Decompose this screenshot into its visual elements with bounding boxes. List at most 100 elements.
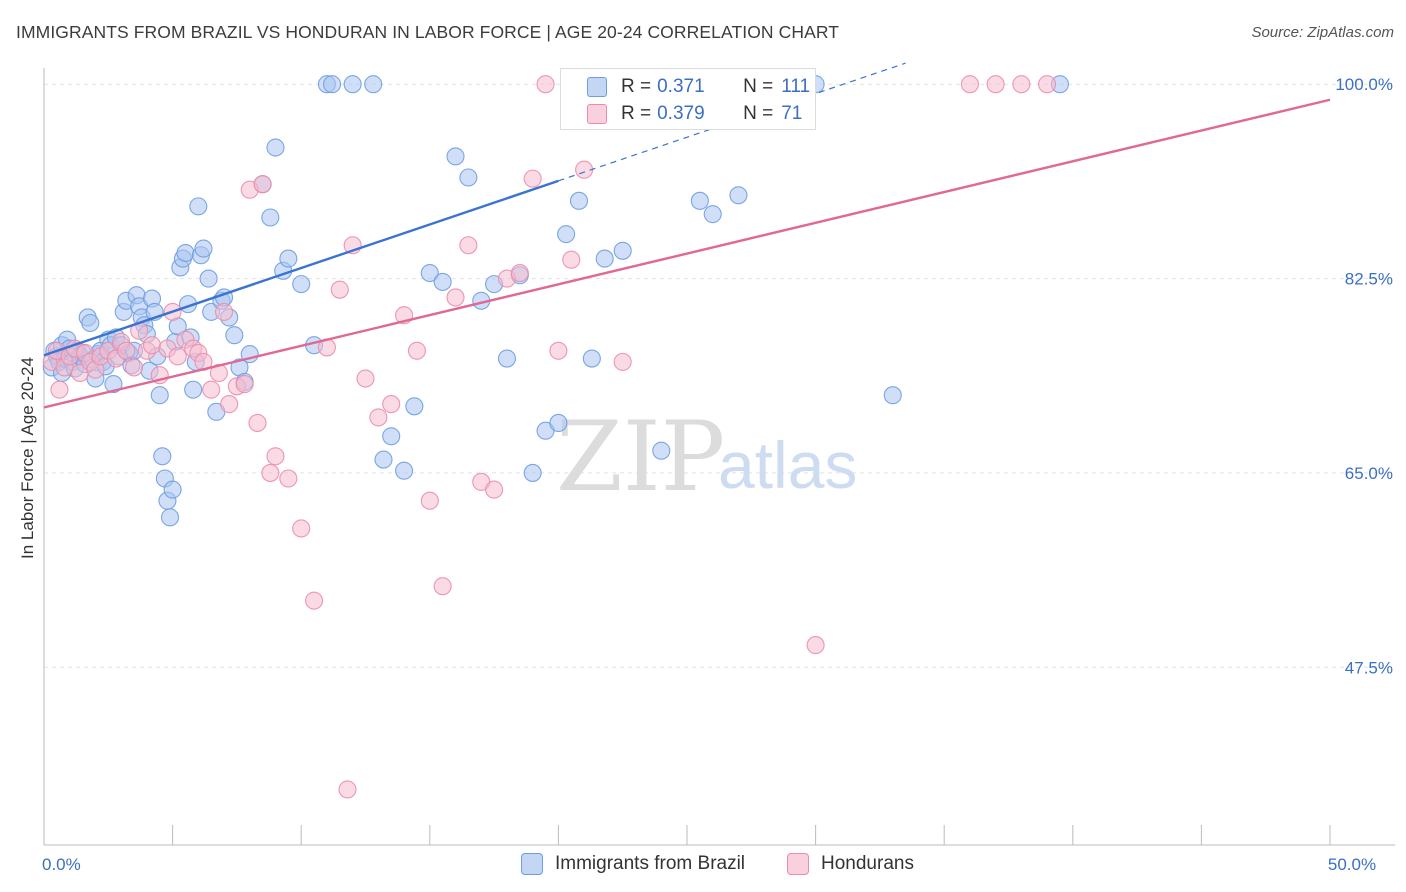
point-honduran: [142, 336, 162, 355]
point-brazil: [160, 508, 180, 527]
point-honduran: [446, 288, 465, 307]
r-label: R =: [621, 103, 652, 124]
r-value: 0.379: [657, 103, 705, 124]
point-brazil: [261, 208, 280, 227]
point-honduran: [382, 395, 401, 414]
point-brazil: [382, 427, 401, 446]
n-label: N =: [743, 76, 774, 97]
point-honduran: [338, 780, 357, 799]
point-brazil: [189, 197, 208, 216]
stats-row-brazil: R = 0.371 N = 111: [587, 72, 810, 102]
point-brazil: [395, 461, 414, 480]
tick-labels: 100.0% 82.5% 65.0% 47.5% 0.0% 50.0%: [42, 75, 1393, 874]
point-honduran: [549, 341, 568, 360]
stats-legend-box: R = 0.371 N = 111 R = 0.379 N = 71: [560, 68, 816, 130]
point-brazil: [569, 191, 589, 210]
point-honduran: [214, 302, 234, 321]
point-honduran: [523, 169, 542, 188]
point-brazil: [446, 147, 465, 166]
trend-line-honduran: [43, 98, 1331, 409]
point-honduran: [356, 369, 375, 388]
trend-lines: [43, 62, 1331, 409]
n-label: N =: [743, 103, 774, 124]
point-brazil: [690, 191, 709, 210]
point-honduran: [330, 280, 349, 299]
y-tick-label: 47.5%: [1345, 658, 1393, 677]
point-brazil: [266, 138, 285, 157]
point-brazil: [405, 397, 424, 416]
legend-swatch-brazil: [521, 853, 543, 875]
point-brazil: [225, 326, 244, 345]
point-brazil: [343, 75, 362, 94]
point-honduran: [168, 347, 187, 366]
point-brazil: [153, 447, 172, 466]
x-tick-label: 50.0%: [1328, 855, 1376, 874]
point-brazil: [364, 75, 383, 94]
point-brazil: [703, 205, 722, 224]
point-brazil: [549, 413, 568, 433]
r-label: R =: [621, 76, 652, 97]
point-brazil: [163, 480, 182, 499]
point-honduran: [279, 469, 298, 488]
point-brazil: [279, 249, 298, 268]
point-honduran: [806, 636, 825, 655]
point-brazil: [523, 463, 542, 482]
stats-swatch-brazil: [587, 77, 607, 97]
y-axis-label: In Labor Force | Age 20-24: [18, 357, 37, 559]
legend-item-brazil[interactable]: Immigrants from Brazil: [521, 852, 745, 876]
y-tick-label: 82.5%: [1345, 270, 1393, 289]
point-brazil: [557, 225, 576, 244]
point-honduran: [292, 519, 311, 538]
point-brazil: [150, 386, 169, 405]
chart-title: IMMIGRANTS FROM BRAZIL VS HONDURAN IN LA…: [16, 22, 840, 42]
legend-label-brazil: Immigrants from Brazil: [555, 853, 746, 874]
point-brazil: [176, 243, 195, 263]
stats-swatch-hondurans: [587, 104, 607, 124]
point-brazil: [652, 441, 671, 460]
point-brazil: [374, 450, 393, 469]
y-tick-label: 65.0%: [1345, 464, 1393, 483]
watermark-zip: ZIP: [556, 401, 725, 513]
point-honduran: [420, 491, 439, 510]
point-honduran: [613, 352, 632, 371]
point-brazil: [729, 186, 748, 205]
point-brazil: [613, 241, 632, 260]
point-honduran: [117, 341, 136, 360]
point-brazil: [582, 349, 601, 368]
chart-source: Source: ZipAtlas.com: [1251, 24, 1394, 41]
point-brazil: [497, 349, 517, 368]
point-honduran: [986, 75, 1005, 94]
point-brazil: [184, 380, 203, 399]
point-honduran: [369, 408, 388, 427]
point-honduran: [536, 75, 555, 94]
point-honduran: [248, 413, 267, 433]
point-honduran: [1038, 75, 1057, 94]
point-brazil: [883, 386, 902, 405]
point-honduran: [1012, 75, 1031, 94]
points: [42, 75, 1069, 799]
point-honduran: [220, 395, 239, 414]
point-brazil: [81, 313, 100, 333]
watermark-atlas: atlas: [718, 428, 857, 502]
point-honduran: [433, 577, 452, 596]
point-brazil: [104, 375, 123, 394]
point-honduran: [562, 250, 581, 269]
point-brazil: [292, 275, 311, 294]
point-honduran: [459, 236, 478, 255]
point-honduran: [235, 375, 254, 394]
point-honduran: [266, 447, 285, 466]
point-brazil: [459, 168, 478, 187]
trend-line-brazil: [43, 179, 559, 357]
point-brazil: [595, 249, 614, 268]
y-tick-label: 100.0%: [1335, 75, 1393, 94]
legend-swatch-hondurans: [787, 853, 809, 875]
point-honduran: [960, 75, 979, 94]
stats-row-hondurans: R = 0.379 N = 71: [587, 99, 802, 129]
point-honduran: [124, 358, 144, 377]
point-honduran: [253, 175, 272, 194]
legend-item-hondurans[interactable]: Hondurans: [787, 852, 914, 876]
point-honduran: [407, 341, 426, 360]
x-tick-label: 0.0%: [42, 855, 81, 874]
point-honduran: [50, 380, 69, 399]
point-honduran: [202, 380, 221, 399]
